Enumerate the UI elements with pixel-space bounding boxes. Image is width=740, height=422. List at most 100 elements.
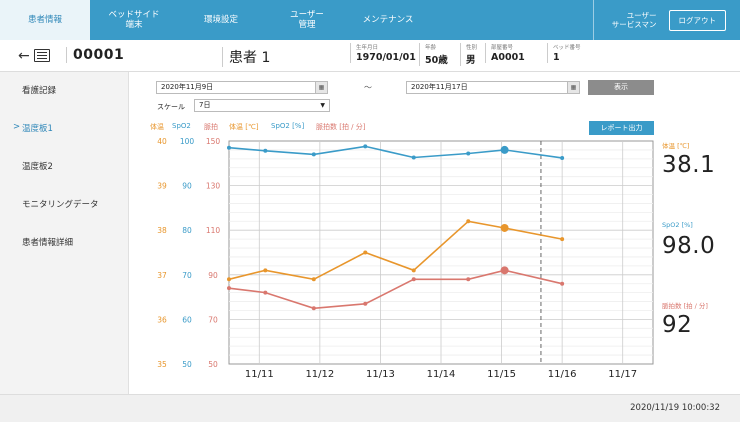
current-datetime: 2020/11/19 10:00:32 <box>630 403 720 413</box>
sidebar-item-label: モニタリングデータ <box>22 200 99 210</box>
sidebar-item-label: 温度板1 <box>22 124 53 134</box>
series-line <box>228 220 563 281</box>
sex-value: 男 <box>466 55 476 66</box>
data-point <box>227 286 231 291</box>
sidebar-item-temperature-chart-2[interactable]: 温度板2 <box>22 160 53 172</box>
sex-field: 性別 男 <box>460 43 484 66</box>
data-point <box>227 277 231 282</box>
current-temp-value: 38.1 <box>662 152 716 178</box>
legend-temp-unit: 体温 [℃] <box>229 123 259 131</box>
calendar-icon[interactable]: ▦ <box>315 82 327 93</box>
chevron-right-icon: > <box>13 122 21 132</box>
birthdate-label: 生年月日 <box>356 45 379 51</box>
sidebar-item-patient-details[interactable]: 患者情報詳細 <box>22 236 73 248</box>
data-point <box>263 290 268 295</box>
data-point <box>311 152 316 157</box>
data-point <box>263 268 268 273</box>
user-name: ユーザー サービスマン <box>611 10 657 29</box>
series-line <box>228 269 563 310</box>
calendar-icon[interactable]: ▦ <box>567 82 579 93</box>
sidebar-item-label: 患者情報詳細 <box>22 238 74 248</box>
tab-patient-info[interactable]: 患者情報 <box>0 0 90 40</box>
sex-label: 性別 <box>466 45 478 51</box>
x-tick-label: 11/14 <box>427 369 456 380</box>
birthdate-field: 生年月日 1970/01/01 <box>350 43 418 63</box>
y-tick-label: 70 <box>208 315 218 324</box>
x-tick-label: 11/12 <box>305 369 334 380</box>
patient-name: 患者 1 <box>222 47 347 67</box>
y-tick-label: 35 <box>157 360 167 369</box>
age-value: 50歳 <box>425 55 448 66</box>
x-tick-label: 11/15 <box>487 369 516 380</box>
sidebar: 看護記録 > 温度板1 温度板2 モニタリングデータ 患者情報詳細 <box>0 72 129 394</box>
data-point-selected <box>500 223 509 232</box>
y-tick-label: 110 <box>206 226 221 235</box>
current-temp-label: 体温 [℃] <box>662 142 690 150</box>
age-label: 年齢 <box>425 45 437 51</box>
data-point <box>411 268 416 273</box>
report-output-button[interactable]: レポート出力 <box>589 121 654 135</box>
room-field: 部屋番号 A0001 <box>485 43 545 63</box>
scale-label: スケール <box>157 103 185 111</box>
scale-value: 7日 <box>199 101 211 109</box>
data-point-selected <box>500 145 509 154</box>
patient-id: 00001 <box>66 47 124 63</box>
current-pulse-label: 脈拍数 [拍 / 分] <box>662 302 708 310</box>
scale-select[interactable]: 7日 ▼ <box>194 99 330 112</box>
sidebar-item-label: 看護記録 <box>22 86 57 96</box>
sidebar-item-temperature-chart-1[interactable]: > 温度板1 <box>13 122 53 134</box>
y-tick-label: 38 <box>157 226 167 235</box>
sidebar-item-nursing-record[interactable]: 看護記録 <box>22 84 56 96</box>
legend-pulse-unit: 脈拍数 [拍 / 分] <box>316 123 366 131</box>
y-tick-label: 100 <box>180 137 195 146</box>
x-tick-label: 11/17 <box>608 369 637 380</box>
data-point <box>263 148 268 153</box>
logout-button[interactable]: ログアウト <box>668 9 726 31</box>
current-pulse-value: 92 <box>662 312 693 338</box>
y-tick-label: 90 <box>182 182 192 191</box>
y-tick-label: 40 <box>157 137 167 146</box>
patient-list-icon[interactable] <box>34 49 50 62</box>
room-label: 部屋番号 <box>491 45 514 51</box>
footer: 2020/11/19 10:00:32 <box>0 394 740 422</box>
data-point <box>363 144 368 149</box>
tab-bedside-terminal[interactable]: ベッドサイド 端末 <box>108 9 160 30</box>
y-tick-label: 90 <box>208 271 218 280</box>
tab-maintenance[interactable]: メンテナンス <box>362 14 414 25</box>
series-line <box>228 145 563 159</box>
data-point <box>363 301 368 306</box>
tab-environment-settings[interactable]: 環境設定 <box>203 14 238 25</box>
data-point <box>363 250 368 255</box>
legend-spo2-unit: SpO2 [%] <box>271 122 305 130</box>
date-from-value: 2020年11月9日 <box>161 83 214 91</box>
sidebar-item-monitoring-data[interactable]: モニタリングデータ <box>22 198 99 210</box>
y-tick-label: 150 <box>206 137 221 146</box>
patient-header: ← 00001 患者 1 生年月日 1970/01/01 年齢 50歳 性別 男… <box>0 40 740 72</box>
y-tick-label: 70 <box>182 271 192 280</box>
y-tick-label: 60 <box>182 315 192 324</box>
back-arrow-icon[interactable]: ← <box>18 48 30 64</box>
date-from-input[interactable]: 2020年11月9日 ▦ <box>156 81 328 94</box>
y-tick-label: 50 <box>208 360 218 369</box>
bed-value: 1 <box>553 52 560 63</box>
date-to-input[interactable]: 2020年11月17日 ▦ <box>406 81 580 94</box>
data-point <box>311 277 316 282</box>
show-button[interactable]: 表示 <box>588 80 654 95</box>
data-point <box>227 145 231 150</box>
data-point <box>411 155 416 160</box>
x-tick-label: 11/13 <box>366 369 395 380</box>
x-tick-label: 11/11 <box>245 369 274 380</box>
legend-temp-short: 体温 <box>150 123 164 131</box>
y-tick-label: 80 <box>182 226 192 235</box>
top-nav: 患者情報 ベッドサイド 端末 環境設定 ユーザー 管理 メンテナンス ユーザー … <box>0 0 740 40</box>
y-tick-label: 130 <box>206 182 221 191</box>
room-value: A0001 <box>491 52 525 63</box>
tab-user-management[interactable]: ユーザー 管理 <box>290 9 324 30</box>
data-point <box>560 281 565 286</box>
date-to-value: 2020年11月17日 <box>411 83 468 91</box>
y-tick-label: 39 <box>157 182 167 191</box>
y-tick-label: 37 <box>157 271 167 280</box>
data-point <box>466 277 471 282</box>
age-field: 年齢 50歳 <box>419 43 459 66</box>
